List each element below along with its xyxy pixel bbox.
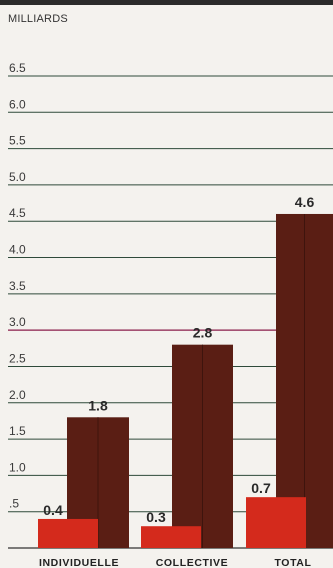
y-tick-label: 5.0 bbox=[9, 170, 26, 184]
data-label-dark-total: 4.6 bbox=[295, 194, 315, 210]
data-label-red-individuelle: 0.4 bbox=[43, 502, 63, 518]
y-tick-label: 5.5 bbox=[9, 134, 26, 148]
y-tick-label: 2.5 bbox=[9, 351, 26, 365]
y-tick-label: 1.0 bbox=[9, 460, 26, 474]
y-tick-label: 3.5 bbox=[9, 279, 26, 293]
y-tick-label: 4.0 bbox=[9, 243, 26, 257]
data-label-dark-individuelle: 1.8 bbox=[88, 397, 108, 413]
bar-red-total bbox=[246, 497, 306, 548]
y-tick-label: 1.5 bbox=[9, 424, 26, 438]
y-tick-label: 3.0 bbox=[9, 315, 26, 329]
y-tick-label: 6.0 bbox=[9, 97, 26, 111]
y-tick-label: 6.5 bbox=[9, 61, 26, 75]
data-label-red-total: 0.7 bbox=[251, 480, 271, 496]
x-category-label: TOTAL bbox=[274, 557, 311, 568]
data-label-red-collective: 0.3 bbox=[146, 509, 166, 525]
y-axis-unit-label: MILLIARDS bbox=[8, 13, 68, 25]
y-tick-label: 4.5 bbox=[9, 206, 26, 220]
y-tick-label: 2.0 bbox=[9, 388, 26, 402]
bar-red-individuelle bbox=[38, 518, 98, 548]
bar-red-collective bbox=[141, 526, 201, 548]
x-category-label: COLLECTIVE bbox=[156, 557, 229, 568]
x-category-label: INDIVIDUELLE bbox=[39, 557, 119, 568]
data-label-dark-collective: 2.8 bbox=[193, 325, 213, 341]
top-rule bbox=[0, 0, 333, 5]
y-tick-label: .5 bbox=[9, 497, 19, 511]
